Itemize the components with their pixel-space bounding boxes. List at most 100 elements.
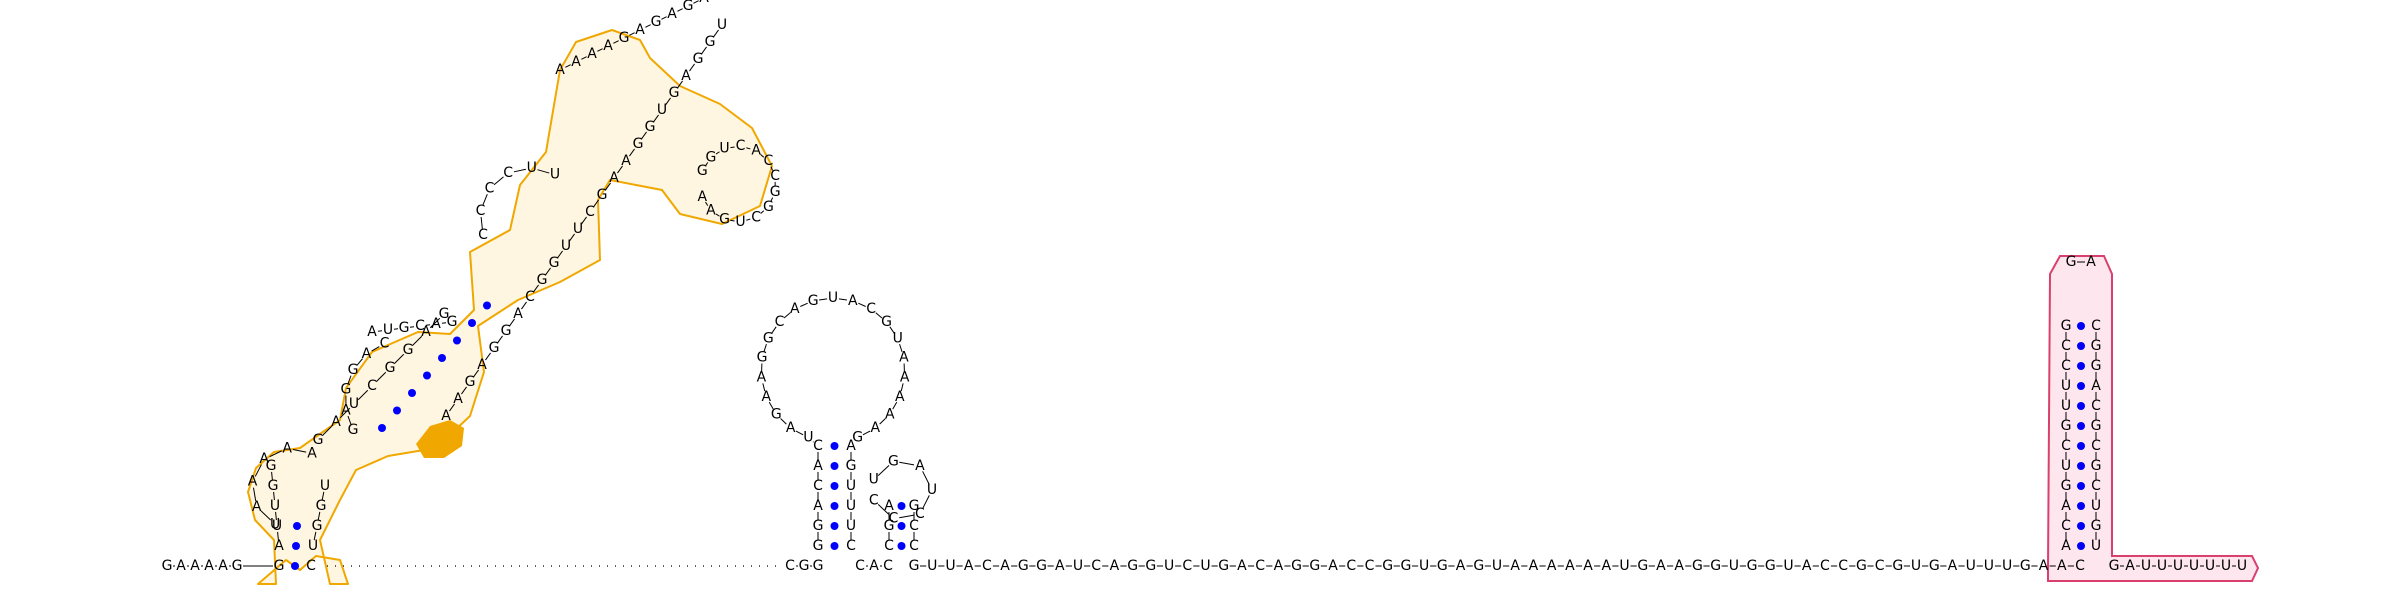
pink-stem-nucleotide: C (2091, 478, 2101, 494)
backbone-bond (581, 216, 587, 225)
base-pair-dot (438, 354, 446, 362)
backbone-bond (321, 491, 325, 501)
backbone-bond (425, 324, 431, 326)
three-prime-nucleotide: G (2109, 558, 2120, 574)
orange-helix-nucleotide: U (272, 518, 282, 534)
orange-helix-nucleotide: G (669, 85, 680, 101)
backbone-bond (473, 369, 479, 378)
pink-stem-nucleotide: C (2061, 438, 2071, 454)
tail-nucleotide: U (1911, 558, 1921, 574)
orange-helix-nucleotide: G (313, 432, 324, 448)
backbone-bond (889, 326, 895, 334)
backbone-bond (273, 491, 275, 501)
backbone-bond (269, 450, 282, 458)
orange-loop-nucleotide: G (399, 320, 410, 336)
hairpin-loop-nucleotide: A (757, 370, 767, 386)
orange-helix-nucleotide: G (312, 518, 323, 534)
orange-hairpin-nucleotide: A (751, 143, 761, 159)
backbone-bond (593, 199, 599, 208)
backbone-bond (393, 353, 405, 365)
backbone-bond (260, 510, 272, 521)
orange-helix-nucleotide: C (525, 289, 535, 305)
orange-hairpin-nucleotide: A (706, 203, 716, 219)
tail-nucleotide: C (2075, 558, 2085, 574)
orange-helix-nucleotide: A (621, 153, 631, 169)
tail-nucleotide: U (1492, 558, 1502, 574)
base-pair-dot (291, 562, 299, 570)
base-pair-dot (2077, 522, 2085, 530)
backbone-bond (339, 407, 351, 419)
tail-nucleotide: C (1182, 558, 1192, 574)
backbone-bond (497, 335, 503, 344)
hairpin-loop-nucleotide: G (763, 330, 774, 346)
hairpin-left-stem-nucleotide: A (813, 498, 823, 514)
tail-nucleotide: A (1274, 558, 1284, 574)
tail-nucleotide: U (1783, 558, 1793, 574)
backbone-bond (537, 169, 550, 174)
backbone-bond (371, 346, 380, 352)
orange-highlight-spot (416, 420, 464, 458)
three-prime-nucleotide: U (2141, 558, 2151, 574)
three-prime-nucleotide: U (2189, 558, 2199, 574)
three-prime-nucleotide: U (2173, 558, 2183, 574)
pink-stem-nucleotide: A (2061, 538, 2071, 554)
orange-helix-nucleotide: G (268, 478, 279, 494)
backbone-bond (877, 504, 890, 515)
backbone-bond (653, 114, 659, 123)
orange-loop-nucleotide: A (603, 38, 613, 54)
orange-helix-nucleotide: A (453, 391, 463, 407)
base-pair-dot (378, 424, 386, 432)
five-prime-nucleotide: G (162, 558, 173, 574)
backbone-bond (715, 213, 720, 217)
hairpin-loop-nucleotide: G (852, 430, 863, 446)
orange-loop-nucleotide: A (307, 445, 317, 461)
hairpin-loop-nucleotide: G (757, 349, 768, 365)
backbone-bond (271, 471, 273, 481)
backbone-bond (565, 64, 571, 68)
tail-nucleotide: G (1218, 558, 1229, 574)
backbone-bond (597, 48, 603, 52)
hairpin-left-stem-nucleotide: G (813, 538, 824, 554)
base-pair-dot (830, 482, 839, 490)
backbone-bond (922, 495, 930, 509)
orange-loop-nucleotide: A (282, 440, 292, 456)
tail-nucleotide: A (2057, 558, 2067, 574)
pink-stem-nucleotide: C (2061, 358, 2071, 374)
hairpin-loop-nucleotide: C (775, 314, 785, 330)
orange-helix-nucleotide: A (274, 538, 284, 554)
orange-helix-nucleotide: G (465, 374, 476, 390)
backbone-bond (485, 352, 491, 361)
orange-helix-nucleotide: G (266, 458, 277, 474)
tail-nucleotide: U (1966, 558, 1976, 574)
backbone-bond (321, 425, 333, 437)
tail-nucleotide: G (909, 558, 920, 574)
orange-loop-nucleotide: C (503, 165, 513, 181)
bridge-nucleotide: C (855, 558, 865, 574)
bridge-nucleotide: G (799, 558, 810, 574)
hairpin-right-stem-nucleotide: C (846, 538, 856, 554)
hairpin-left-stem-nucleotide: C (813, 438, 823, 454)
small-loop-nucleotide: G (888, 453, 899, 469)
hairpin-right-stem-nucleotide: A (846, 438, 856, 454)
bridge-nucleotide: C (785, 558, 795, 574)
orange-loop-nucleotide: U (270, 516, 280, 532)
small-loop-nucleotide: C (915, 506, 925, 522)
backbone-bond (892, 401, 898, 410)
tail-nucleotide: U (1619, 558, 1629, 574)
base-pair-dot (423, 371, 431, 380)
orange-loop-nucleotide: A (587, 46, 597, 62)
backbone-bond (770, 197, 774, 202)
orange-loop-nucleotide: C (380, 336, 390, 352)
backbone-bond (449, 403, 455, 412)
five-prime-nucleotide: A (218, 558, 228, 574)
backbone-bond (795, 430, 804, 436)
backbone-bond (768, 401, 774, 410)
small-loop-nucleotide: C (869, 492, 879, 508)
backbone-bond (252, 487, 257, 501)
pink-loop-nucleotide: G (2066, 254, 2077, 270)
backbone-bond (730, 219, 735, 222)
backbone-bond (689, 63, 695, 72)
pink-stem-nucleotide: G (2091, 358, 2102, 374)
base-pair-dot (897, 542, 906, 550)
orange-helix-nucleotide: G (439, 306, 450, 322)
